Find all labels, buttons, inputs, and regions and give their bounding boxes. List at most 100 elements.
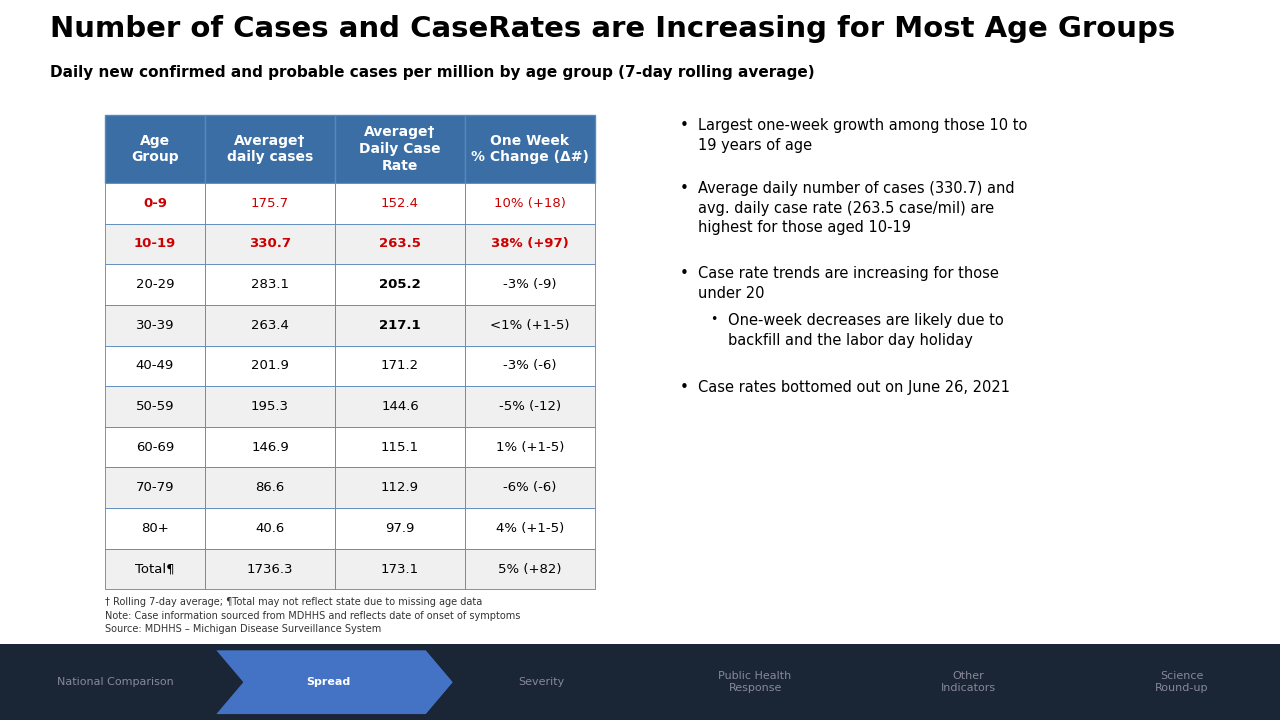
Text: 80+: 80+ — [141, 522, 169, 535]
Bar — [335, 508, 465, 549]
Polygon shape — [214, 649, 454, 716]
Text: •: • — [710, 312, 717, 326]
Text: •: • — [680, 266, 689, 281]
Bar — [105, 386, 205, 427]
Text: 263.4: 263.4 — [251, 319, 289, 332]
Bar — [205, 427, 335, 467]
Bar — [105, 305, 205, 346]
Text: 201.9: 201.9 — [251, 359, 289, 372]
Bar — [205, 386, 335, 427]
Text: National Comparison: National Comparison — [56, 678, 174, 687]
Text: -5% (-12): -5% (-12) — [499, 400, 561, 413]
FancyBboxPatch shape — [0, 644, 1280, 720]
Bar — [205, 305, 335, 346]
Bar — [105, 427, 205, 467]
Bar — [465, 427, 595, 467]
Text: One-week decreases are likely due to
backfill and the labor day holiday: One-week decreases are likely due to bac… — [728, 312, 1004, 348]
Bar — [465, 386, 595, 427]
Bar — [105, 467, 205, 508]
Bar — [465, 115, 595, 183]
Text: 40.6: 40.6 — [256, 522, 284, 535]
Bar — [105, 183, 205, 224]
Text: 171.2: 171.2 — [381, 359, 419, 372]
Bar — [205, 264, 335, 305]
Bar — [205, 346, 335, 386]
Polygon shape — [640, 649, 882, 716]
Bar — [335, 427, 465, 467]
Text: •: • — [680, 118, 689, 133]
Bar — [465, 264, 595, 305]
Text: 97.9: 97.9 — [385, 522, 415, 535]
Bar — [465, 224, 595, 264]
Text: •: • — [680, 379, 689, 395]
Bar — [205, 467, 335, 508]
Text: 60-69: 60-69 — [136, 441, 174, 454]
Text: Case rates bottomed out on June 26, 2021: Case rates bottomed out on June 26, 2021 — [698, 379, 1010, 395]
Bar — [335, 386, 465, 427]
Text: 1% (+1-5): 1% (+1-5) — [495, 441, 564, 454]
Bar — [105, 549, 205, 590]
Text: 4% (+1-5): 4% (+1-5) — [495, 522, 564, 535]
Bar — [205, 549, 335, 590]
Text: 330.7: 330.7 — [250, 238, 291, 251]
Text: Other
Indicators: Other Indicators — [941, 671, 996, 693]
Text: 50-59: 50-59 — [136, 400, 174, 413]
Text: Spread: Spread — [306, 678, 351, 687]
Text: 263.5: 263.5 — [379, 238, 421, 251]
Text: Science
Round-up: Science Round-up — [1155, 671, 1208, 693]
Text: Daily new confirmed and probable cases per million by age group (7-day rolling a: Daily new confirmed and probable cases p… — [50, 65, 814, 80]
Text: -3% (-6): -3% (-6) — [503, 359, 557, 372]
Text: 217.1: 217.1 — [379, 319, 421, 332]
Text: 10% (+18): 10% (+18) — [494, 197, 566, 210]
Text: <1% (+1-5): <1% (+1-5) — [490, 319, 570, 332]
Bar — [335, 467, 465, 508]
Text: Largest one-week growth among those 10 to
19 years of age: Largest one-week growth among those 10 t… — [698, 118, 1028, 153]
Text: 40-49: 40-49 — [136, 359, 174, 372]
Text: Average†
daily cases: Average† daily cases — [227, 134, 314, 164]
Text: 86.6: 86.6 — [256, 481, 284, 495]
Text: One Week
% Change (Δ#): One Week % Change (Δ#) — [471, 134, 589, 164]
Bar — [205, 224, 335, 264]
Text: 1736.3: 1736.3 — [247, 562, 293, 575]
Text: 112.9: 112.9 — [381, 481, 419, 495]
Bar — [105, 508, 205, 549]
Text: 5% (+82): 5% (+82) — [498, 562, 562, 575]
Text: 146.9: 146.9 — [251, 441, 289, 454]
Bar — [465, 508, 595, 549]
Text: 175.7: 175.7 — [251, 197, 289, 210]
Text: 173.1: 173.1 — [381, 562, 419, 575]
Bar — [465, 467, 595, 508]
Text: † Rolling 7-day average; ¶Total may not reflect state due to missing age data
No: † Rolling 7-day average; ¶Total may not … — [105, 598, 521, 634]
Text: Average†
Daily Case
Rate: Average† Daily Case Rate — [360, 125, 440, 173]
Bar — [105, 115, 205, 183]
Text: Case rate trends are increasing for those
under 20: Case rate trends are increasing for thos… — [698, 266, 998, 301]
Text: 152.4: 152.4 — [381, 197, 419, 210]
Text: 115.1: 115.1 — [381, 441, 419, 454]
Text: 20-29: 20-29 — [136, 278, 174, 291]
Text: 144.6: 144.6 — [381, 400, 419, 413]
Text: 195.3: 195.3 — [251, 400, 289, 413]
Text: 30-39: 30-39 — [136, 319, 174, 332]
Text: Number of Cases and CaseRates are Increasing for Most Age Groups: Number of Cases and CaseRates are Increa… — [50, 15, 1175, 43]
Polygon shape — [0, 649, 242, 716]
Bar — [465, 183, 595, 224]
Bar — [105, 224, 205, 264]
Bar — [105, 264, 205, 305]
Bar — [205, 115, 335, 183]
Polygon shape — [854, 649, 1094, 716]
Bar — [335, 224, 465, 264]
Polygon shape — [1066, 649, 1280, 716]
Text: 70-79: 70-79 — [136, 481, 174, 495]
Bar — [465, 346, 595, 386]
Text: -6% (-6): -6% (-6) — [503, 481, 557, 495]
Bar — [205, 183, 335, 224]
Text: Severity: Severity — [518, 678, 564, 687]
Text: -3% (-9): -3% (-9) — [503, 278, 557, 291]
Text: 10-19: 10-19 — [134, 238, 177, 251]
Text: Age
Group: Age Group — [131, 134, 179, 164]
Bar — [335, 264, 465, 305]
Bar — [335, 346, 465, 386]
Text: •: • — [680, 181, 689, 196]
Bar — [105, 346, 205, 386]
Bar — [335, 549, 465, 590]
